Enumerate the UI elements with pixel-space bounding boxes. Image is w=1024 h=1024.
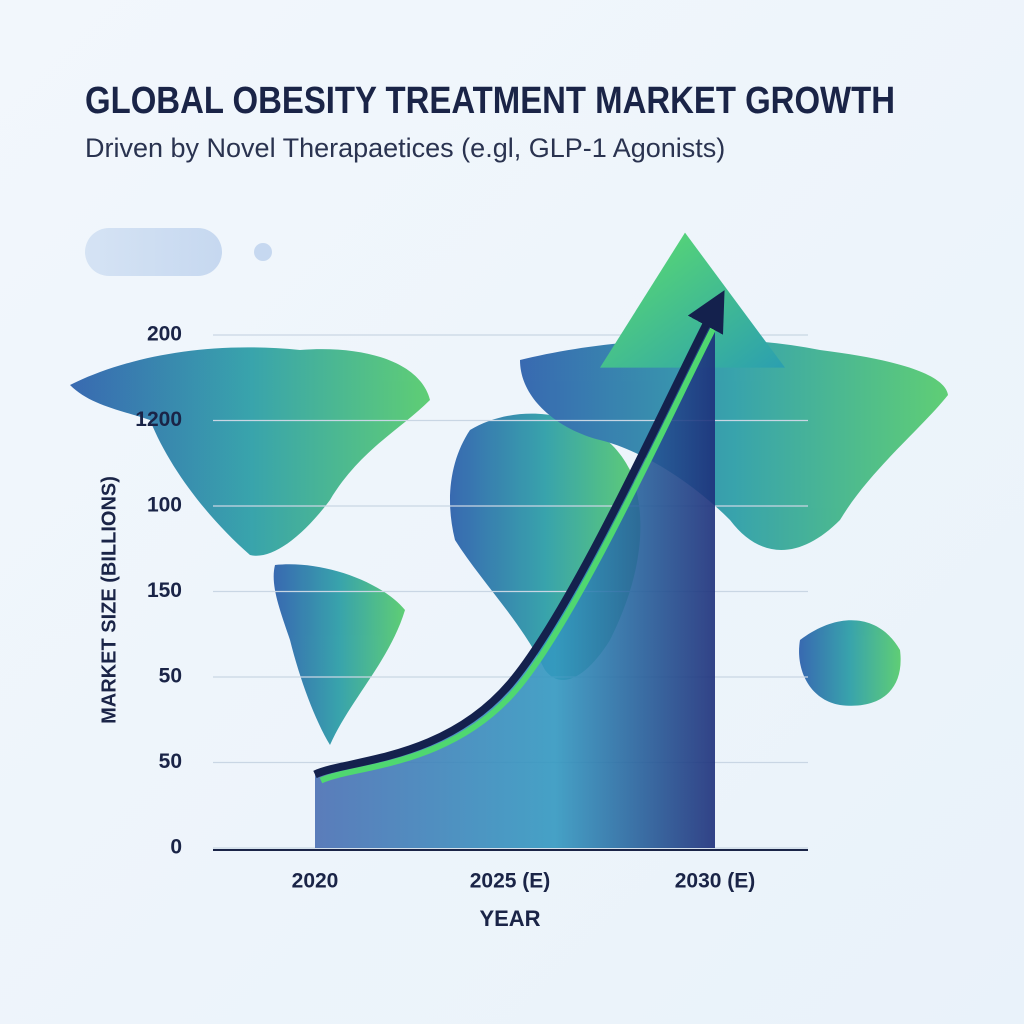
decor-dot — [254, 243, 272, 261]
x-tick-label: 2030 (E) — [675, 870, 756, 893]
area — [315, 307, 715, 848]
y-tick-label: 1200 — [135, 408, 182, 431]
x-tick-label: 2020 — [292, 870, 339, 893]
y-axis-label: MARKET SIZE (BILLIONS) — [98, 476, 120, 724]
line-highlight — [319, 312, 724, 784]
x-tick-label: 2025 (E) — [470, 870, 551, 893]
y-tick-label: 150 — [147, 579, 182, 602]
y-tick-label: 50 — [159, 665, 182, 688]
chart-subtitle: Driven by Novel Therapaetices (e.gl, GLP… — [85, 133, 725, 163]
y-tick-label: 200 — [147, 323, 182, 346]
y-tick-label: 0 — [170, 836, 182, 859]
chart-title: GLOBAL OBESITY TREATMENT MARKET GROWTH — [85, 80, 895, 122]
y-tick-label: 50 — [159, 750, 182, 773]
line — [313, 290, 725, 779]
decor-pill — [85, 228, 222, 276]
y-tick-label: 100 — [147, 494, 182, 517]
x-axis-label: YEAR — [479, 906, 540, 931]
